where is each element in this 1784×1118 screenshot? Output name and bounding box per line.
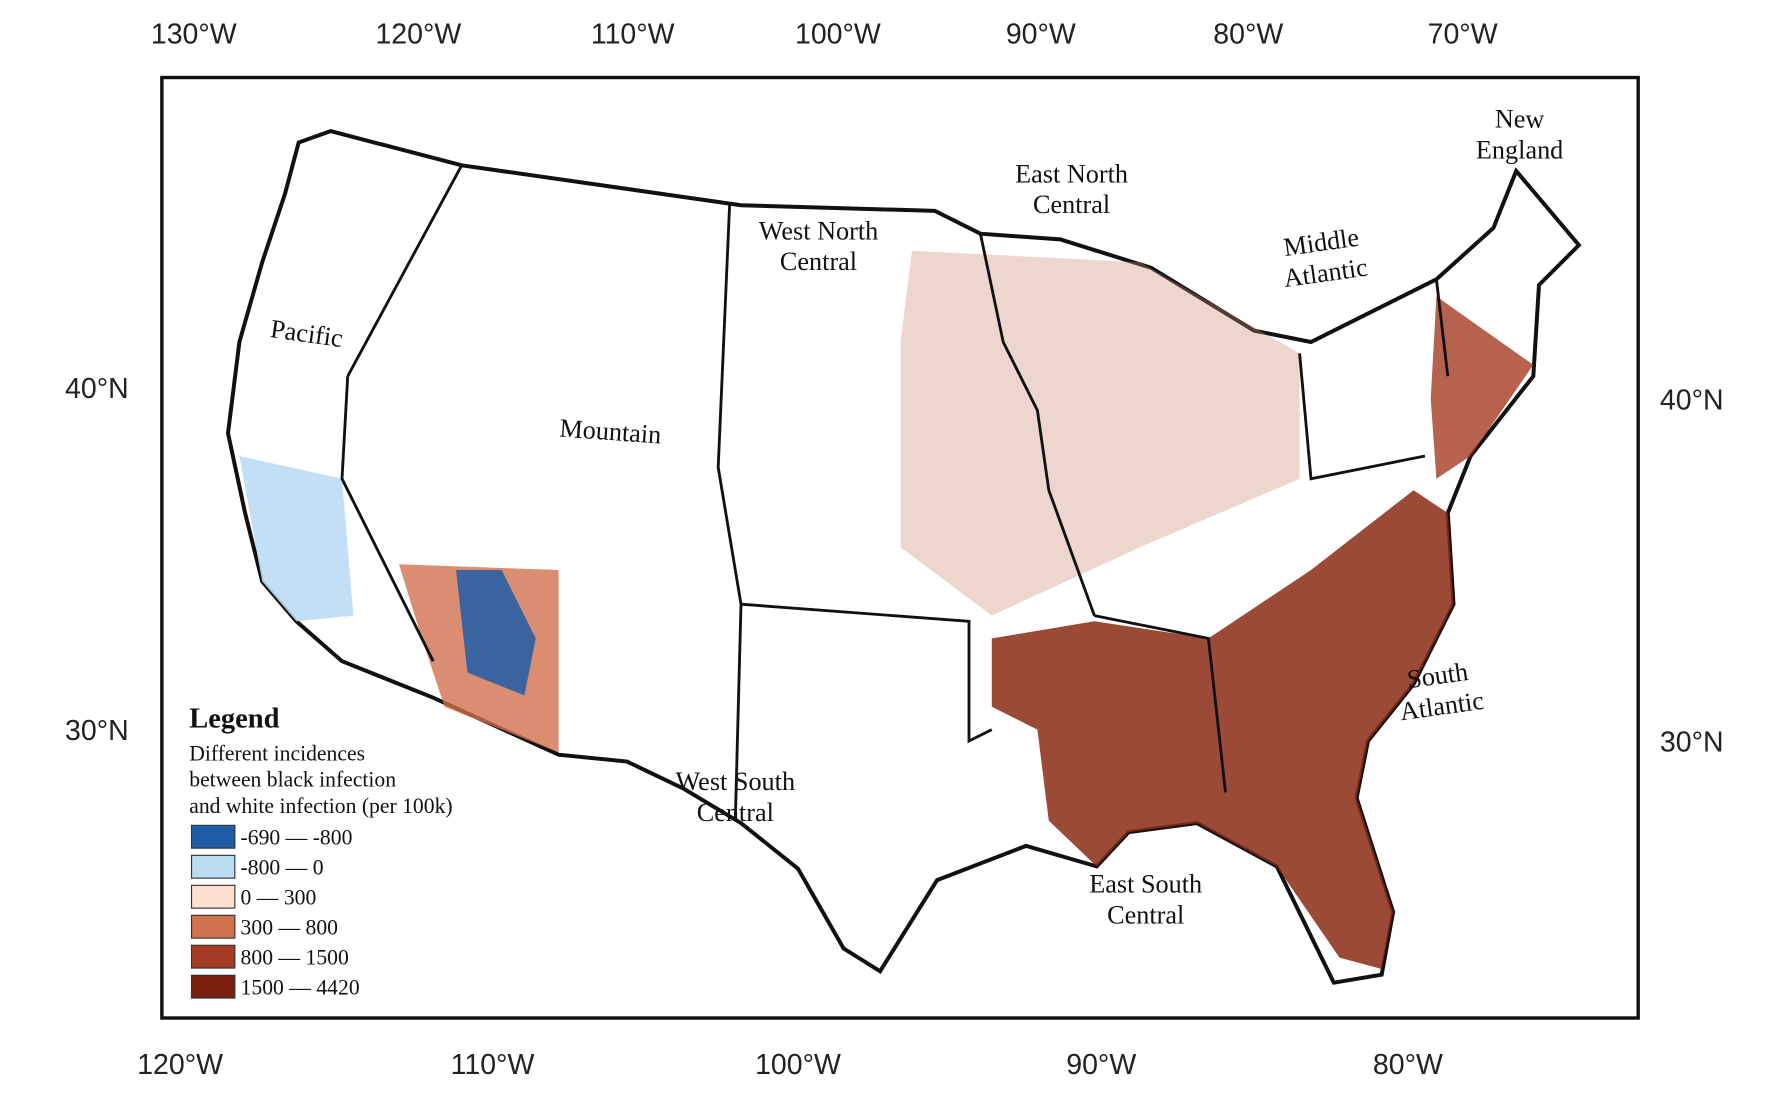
region-label: MiddleAtlantic — [1277, 222, 1369, 293]
legend-label: 1500 — 4420 — [241, 976, 360, 1000]
region-label-line: Mountain — [559, 414, 663, 450]
region-label-line: New — [1495, 105, 1545, 134]
region-label: SouthAtlantic — [1394, 655, 1486, 726]
region-label: New England — [1476, 105, 1563, 165]
legend-swatch — [190, 974, 236, 999]
lon-label: 120°W — [137, 1049, 223, 1081]
midwest-shading — [900, 250, 1300, 616]
legend-label: 300 — 800 — [241, 916, 338, 940]
lon-label: 90°W — [1006, 18, 1076, 50]
region-label-line: East South — [1089, 870, 1202, 899]
lat-label: 40°N — [65, 373, 129, 405]
lon-label: 110°W — [451, 1049, 535, 1081]
region-label: East North Central — [1015, 159, 1128, 219]
mountain-shading — [456, 570, 536, 696]
region-border — [1298, 353, 1426, 481]
west-shading — [239, 456, 354, 622]
left-axis: 40°N 30°N — [65, 373, 129, 747]
legend-description: and white infection (per 100k) — [189, 794, 452, 818]
lon-label: 110°W — [591, 18, 675, 50]
region-label: East South Central — [1089, 870, 1202, 930]
region-border — [346, 164, 463, 377]
lat-label: 30°N — [65, 715, 129, 747]
legend-items: -690 — -800 -800 — 0 0 — 300 300 — 800 800 —… — [190, 824, 360, 1000]
legend-description: between black infection — [189, 768, 396, 792]
region-label-line: Central — [1107, 900, 1184, 929]
region-border — [1094, 614, 1227, 793]
legend-swatch — [190, 824, 236, 849]
legend-label: 0 — 300 — [241, 886, 317, 910]
region-borders — [340, 164, 1450, 821]
map-content: 130°W 120°W 110°W 100°W 90°W 80°W 70°W 1… — [65, 18, 1724, 1081]
region-border — [979, 233, 1096, 617]
region-label-line: West North — [759, 216, 879, 245]
lon-label: 90°W — [1066, 1049, 1136, 1081]
legend-label: -690 — -800 — [241, 826, 353, 850]
lat-label: 30°N — [1660, 726, 1724, 758]
region-label-line: Central — [697, 798, 774, 827]
region-label: Mountain — [559, 414, 663, 450]
region-border — [340, 376, 435, 662]
region-label-line: West South — [676, 767, 796, 796]
region-label-line: England — [1476, 135, 1563, 164]
southeast-shading — [991, 490, 1454, 969]
region-border — [1434, 279, 1450, 377]
legend-title: Legend — [189, 703, 279, 734]
region-label-line: East North — [1015, 159, 1128, 188]
lon-label: 100°W — [755, 1049, 841, 1081]
region-border — [716, 205, 743, 821]
region-label: West North Central — [759, 216, 879, 276]
lon-label: 80°W — [1373, 1049, 1443, 1081]
legend-swatch — [190, 914, 236, 939]
bottom-axis: 120°W 110°W 100°W 90°W 80°W — [137, 1049, 1443, 1081]
lon-label: 70°W — [1428, 18, 1498, 50]
legend: Legend Different incidences between blac… — [189, 703, 452, 999]
legend-swatch — [190, 854, 236, 879]
northeast-shading — [1430, 296, 1534, 479]
legend-swatch — [190, 884, 236, 909]
lon-label: 130°W — [151, 18, 237, 50]
right-axis: 40°N 30°N — [1660, 384, 1724, 758]
region-border — [740, 602, 993, 744]
lon-label: 80°W — [1213, 18, 1283, 50]
region-label-line: Central — [1033, 190, 1110, 219]
region-label: West South Central — [676, 767, 796, 827]
legend-label: -800 — 0 — [241, 856, 324, 880]
lon-label: 100°W — [795, 18, 881, 50]
legend-swatch — [190, 944, 236, 969]
lon-label: 120°W — [375, 18, 461, 50]
legend-description: Different incidences — [189, 741, 365, 765]
lat-label: 40°N — [1660, 384, 1724, 416]
top-axis: 130°W 120°W 110°W 100°W 90°W 80°W 70°W — [151, 18, 1498, 50]
region-label-line: Central — [780, 247, 857, 276]
legend-label: 800 — 1500 — [241, 946, 349, 970]
